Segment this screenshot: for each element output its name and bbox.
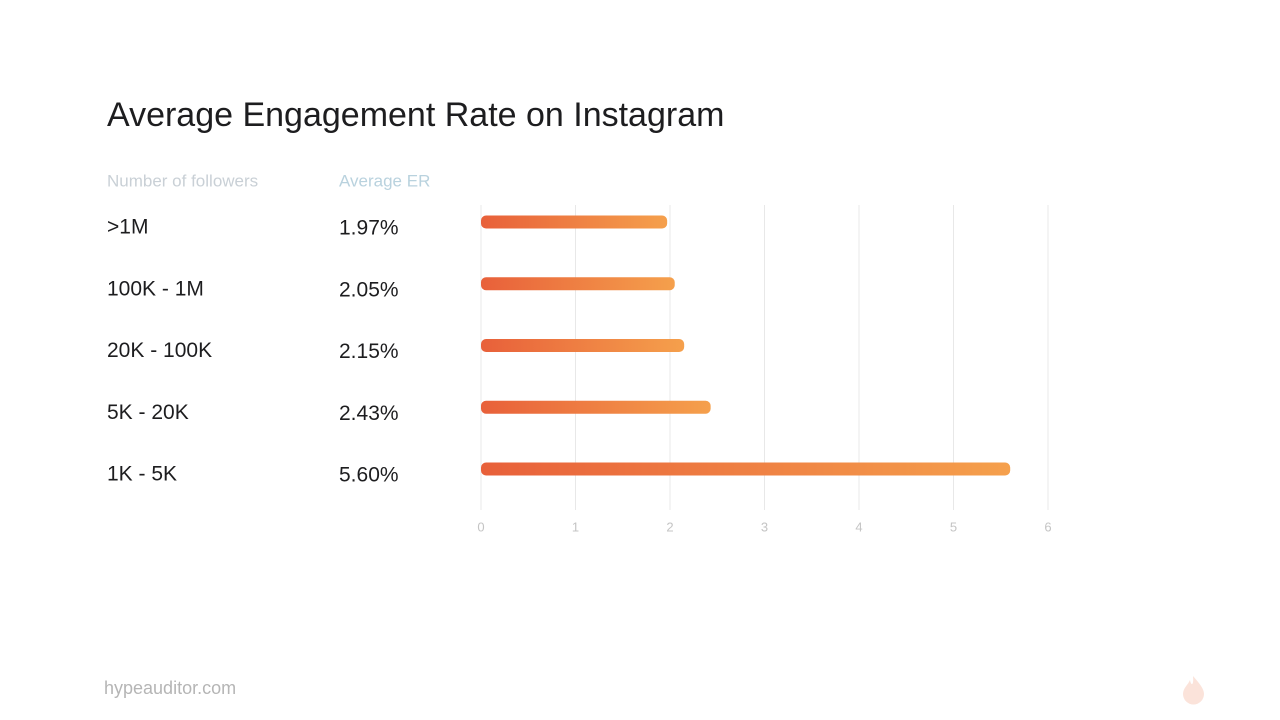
category-header: Number of followers	[107, 171, 258, 190]
bar	[481, 215, 668, 229]
value-label: 5.60%	[339, 464, 399, 487]
category-label: >1M	[107, 216, 148, 239]
chart-title: Average Engagement Rate on Instagram	[107, 96, 724, 134]
x-tick-label: 1	[572, 519, 579, 534]
logo-icon	[1183, 676, 1204, 705]
category-label: 5K - 20K	[107, 401, 189, 424]
category-label: 100K - 1M	[107, 277, 204, 300]
category-label: 1K - 5K	[107, 463, 177, 486]
bar	[481, 462, 1011, 476]
value-label: 1.97%	[339, 217, 399, 240]
value-label: 2.05%	[339, 278, 399, 301]
value-header: Average ER	[339, 171, 430, 190]
category-label: 20K - 100K	[107, 339, 212, 362]
x-tick-label: 6	[1044, 519, 1051, 534]
x-tick-label: 0	[477, 519, 484, 534]
value-label: 2.15%	[339, 340, 399, 363]
bar	[481, 277, 675, 291]
x-tick-label: 4	[855, 519, 862, 534]
x-tick-label: 5	[950, 519, 957, 534]
bar	[481, 339, 685, 352]
footer: hypeauditor.com	[104, 678, 236, 698]
bar	[481, 400, 711, 414]
x-tick-label: 2	[666, 519, 673, 534]
value-label: 2.43%	[339, 402, 399, 425]
x-tick-label: 3	[761, 519, 768, 534]
